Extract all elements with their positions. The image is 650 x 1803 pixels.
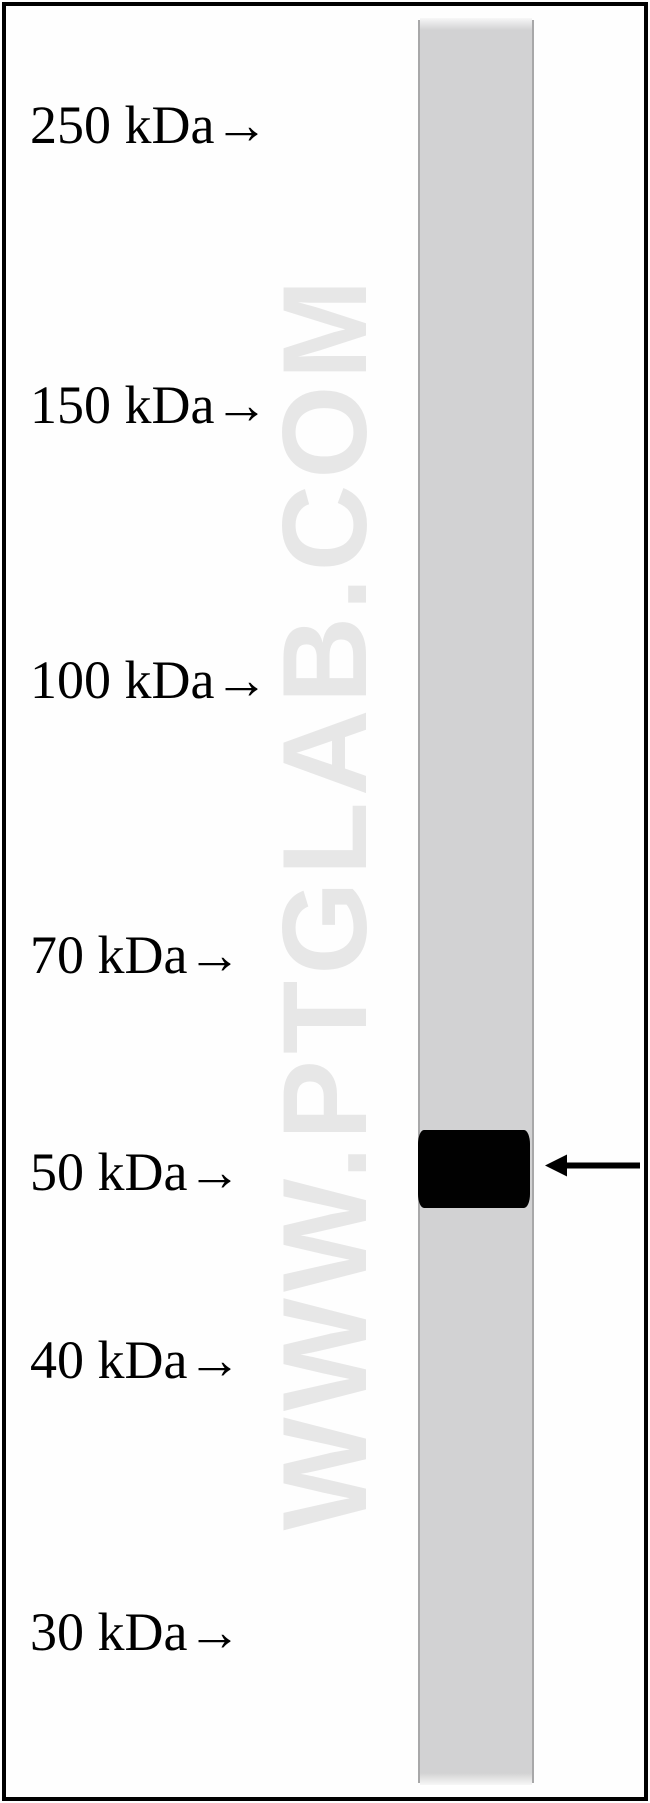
protein-band <box>418 1130 530 1208</box>
blot-lane <box>418 20 534 1783</box>
ladder-marker: 30 kDa→ <box>30 1601 241 1663</box>
band-indicator-arrow <box>545 1144 645 1193</box>
ladder-marker: 40 kDa→ <box>30 1329 241 1391</box>
ladder-marker: 250 kDa→ <box>30 94 268 156</box>
watermark-text: WWW.PTGLAB.COM <box>256 273 394 1530</box>
ladder-marker: 150 kDa→ <box>30 374 268 436</box>
ladder-marker: 100 kDa→ <box>30 649 268 711</box>
ladder-marker: 50 kDa→ <box>30 1141 241 1203</box>
ladder-marker: 70 kDa→ <box>30 924 241 986</box>
